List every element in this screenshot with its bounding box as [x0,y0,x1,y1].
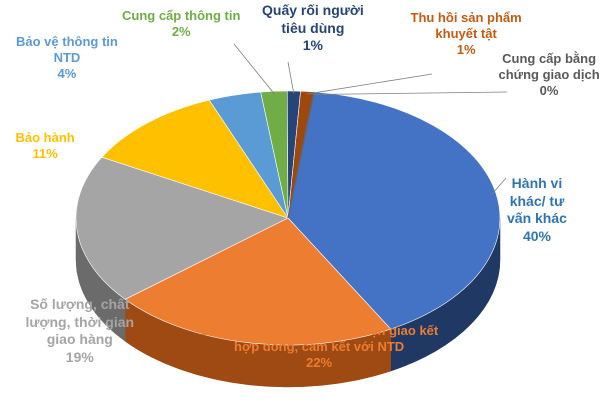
data-label-text: Thu hồi sản phẩm [410,9,522,25]
data-label-text: Cung cấp bằng [502,50,597,66]
pie-slice-2 [75,156,289,300]
leader-line-0 [491,177,507,195]
data-label-text: lượng, thời gian [25,313,135,330]
data-label-6: Quấy rối người tiêu dùng 1% [262,2,364,55]
data-label-text: Bảo hành [15,129,75,145]
data-label-3: Bảo hành 11% [16,130,75,163]
data-label-5: Cung cấp thông tin 2% [122,8,240,41]
data-label-8: Cung cấp bằng chứng giao dịch 0% [499,51,600,100]
data-label-value: 40% [522,227,551,244]
data-label-text: Hành vi [511,175,563,191]
data-label-text: tiêu dùng [281,19,345,36]
data-label-text: Quấy rối người [262,2,364,18]
data-label-text: Bảo vệ thông tin [16,33,118,49]
data-label-text: khác/ tư [509,192,565,209]
data-label-value: 11% [32,145,58,161]
data-label-text: Giao kết hợp đồng/ Thực hiện giao kết [200,322,439,338]
leader-line-5 [233,43,275,95]
data-label-value: 1% [456,42,476,57]
data-label-text: khuyết tật [435,25,497,41]
data-label-2: Số lượng, chất lượng, thời gian giao hàng 1… [26,296,135,366]
data-label-text: Số lượng, chất [30,296,130,312]
data-label-value: 1% [302,37,323,53]
data-label-0: Hành vi khác/ tư vấn khác 40% [507,175,567,245]
data-label-value: 0% [539,83,559,98]
data-label-4: Bảo vệ thông tin NTD 4% [16,34,118,83]
data-label-value: 22% [306,355,333,370]
leader-line-6 [287,61,295,94]
data-label-text: vấn khác [507,210,567,226]
data-label-value: 19% [65,348,94,365]
data-label-text: Cung cấp thông tin [122,7,241,23]
data-label-value: 4% [57,66,77,81]
pie-slice-1 [124,217,392,346]
pie-slice-3 [101,99,289,219]
pie-slice-8 [287,91,315,219]
data-label-text: chứng giao dịch [498,66,600,82]
pie-slice-0 [287,91,501,330]
data-label-text: NTD [53,49,81,65]
data-label-1: Giao kết hợp đồng/ Thực hiện giao kết hợp… [200,323,438,372]
data-label-text: hợp đồng, cam kết với NTD [234,338,405,354]
leader-line-8 [313,91,508,95]
data-label-text: giao hàng [46,331,113,347]
data-label-value: 2% [171,23,191,39]
leader-line-7 [306,73,433,95]
data-label-7: Thu hồi sản phẩm khuyết tật 1% [411,10,522,59]
